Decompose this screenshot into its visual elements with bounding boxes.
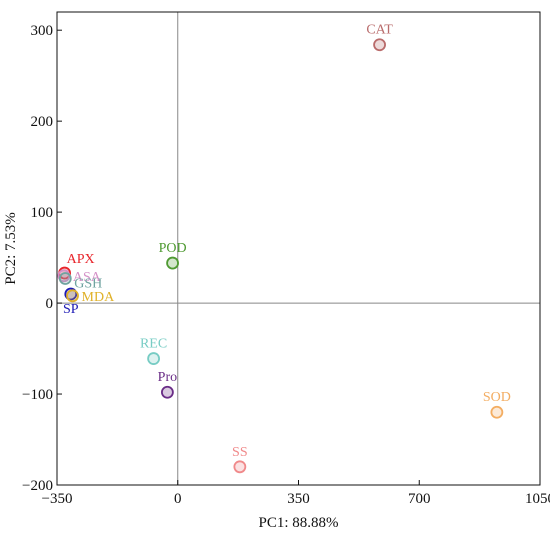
y-tick-label: 200 [31,114,54,130]
y-tick-label: −100 [22,387,53,403]
point-label-gsh: GSH [74,277,102,292]
x-tick-label: 350 [287,491,310,507]
point-pod [166,256,179,270]
point-pro [160,385,174,399]
y-tick-label: −200 [22,478,53,494]
plot-frame [56,11,541,486]
point-label-pod: POD [159,241,187,256]
point-ss [233,460,247,474]
point-mda [66,289,79,303]
x-axis-title: PC1: 88.88% [258,515,338,531]
point-sod [490,405,504,419]
point-label-ss: SS [232,445,248,460]
x-tick-label: 0 [174,491,182,507]
point-label-cat: CAT [366,23,393,38]
point-label-apx: APX [67,252,95,267]
point-label-sp: SP [63,302,79,317]
point-label-rec: REC [140,337,167,352]
x-axis-ticks: −350 0 350 700 1050 [42,480,550,507]
x-tick-label: −350 [42,491,73,507]
y-tick-label: 0 [46,296,54,312]
point-label-pro: Pro [158,370,177,385]
point-rec [147,352,161,365]
point-label-mda: MDA [82,290,116,305]
y-axis-ticks: −200 −100 0 100 200 300 [22,23,62,494]
point-gsh [58,272,72,285]
y-axis-title: PC2: 7.53% [3,212,19,285]
zero-lines [57,12,540,485]
y-tick-label: 100 [31,205,54,221]
x-tick-label: 700 [408,491,431,507]
x-tick-label: 1050 [525,491,550,507]
y-tick-label: 300 [31,23,54,39]
point-label-asa: ASA [73,270,102,285]
point-label-sod: SOD [483,390,511,405]
point-cat [373,38,386,52]
